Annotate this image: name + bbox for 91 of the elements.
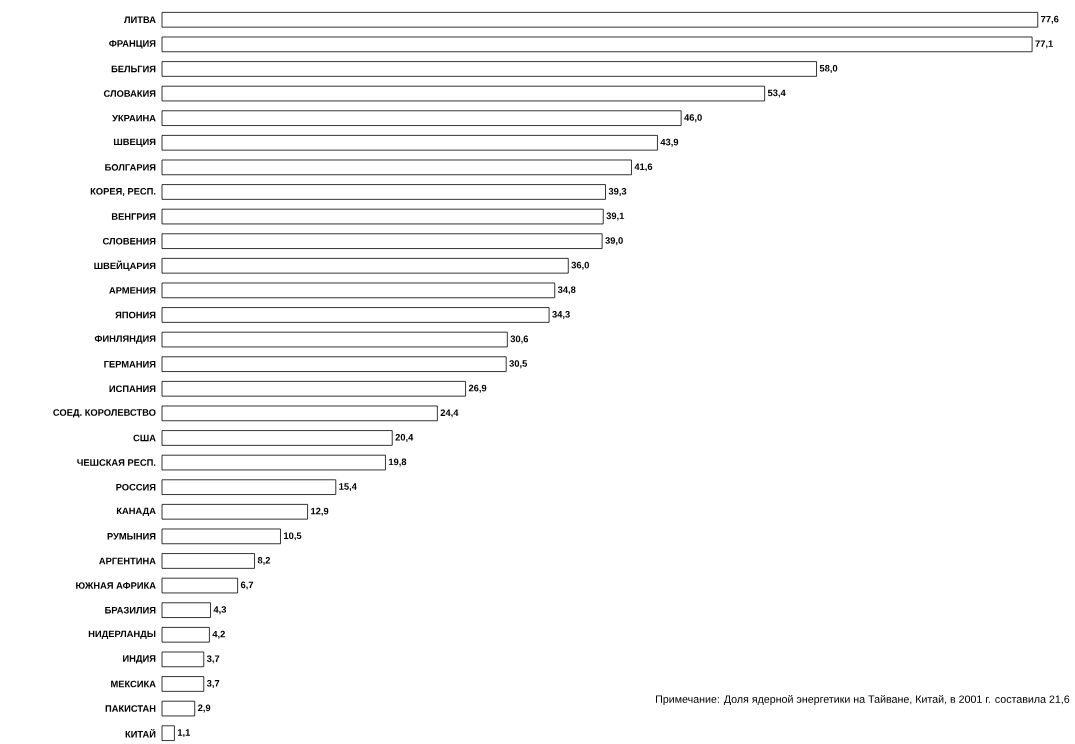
bar	[161, 430, 393, 446]
data-label: 46,0	[684, 114, 702, 123]
data-label: 8,2	[257, 557, 271, 565]
data-label: 34,8	[557, 286, 576, 295]
data-label: 26,9	[468, 384, 487, 393]
y-tick-label: КАНАДА	[116, 507, 156, 516]
bar	[161, 85, 766, 102]
bar	[161, 208, 604, 225]
bar	[161, 307, 550, 323]
y-tick-label: ИСПАНИЯ	[109, 385, 156, 393]
bar	[161, 134, 658, 151]
bar	[161, 651, 205, 668]
data-label: 12,9	[311, 507, 329, 516]
y-tick-label: БОЛГАРИЯ	[105, 164, 156, 171]
y-tick-label: НИДЕРЛАНДЫ	[88, 630, 156, 639]
data-label: 36,0	[571, 261, 589, 270]
y-tick-label: ЮЖНАЯ АФРИКА	[76, 582, 156, 589]
y-tick-label: ЛИТВА	[124, 16, 156, 24]
data-label: 3,7	[206, 655, 220, 664]
y-tick-label: МЕКСИКА	[111, 680, 156, 688]
data-label: 1,1	[177, 729, 191, 738]
data-label: 77,1	[1035, 40, 1053, 49]
bar	[161, 553, 255, 569]
y-tick-label: РОССИЯ	[116, 483, 156, 491]
y-tick-label: РУМЫНИЯ	[107, 533, 156, 540]
data-label: 24,4	[440, 409, 459, 418]
y-tick-label: ЯПОНИЯ	[115, 311, 156, 319]
bar	[161, 626, 210, 643]
bar	[161, 184, 606, 200]
data-label: 30,6	[510, 335, 529, 344]
bar	[161, 405, 438, 422]
y-tick-label: ГЕРМАНИЯ	[104, 360, 156, 368]
bar	[161, 36, 1033, 53]
data-label: 58,0	[819, 65, 838, 73]
y-tick-label: СЛОВЕНИЯ	[102, 237, 156, 245]
y-tick-label: ЧЕШСКАЯ РЕСП.	[77, 459, 156, 466]
data-label: 39,3	[608, 188, 627, 196]
y-tick-label: США	[133, 434, 156, 442]
bar	[161, 159, 632, 176]
bar	[161, 528, 281, 545]
bar	[161, 233, 603, 249]
bar	[161, 282, 556, 299]
bar	[161, 479, 337, 495]
bar	[161, 454, 386, 471]
data-label: 41,6	[634, 163, 653, 172]
y-tick-label: СЛОВАКИЯ	[103, 90, 156, 97]
data-label: 77,6	[1041, 15, 1059, 24]
bar	[161, 676, 205, 692]
bar	[161, 110, 682, 126]
y-tick-label: АРГЕНТИНА	[99, 557, 156, 565]
bar	[161, 380, 466, 397]
data-label: 53,4	[767, 89, 786, 98]
bar	[161, 577, 239, 594]
y-tick-label: ПАКИСТАН	[105, 705, 156, 712]
y-tick-label: ШВЕЙЦАРИЯ	[94, 260, 156, 271]
y-tick-label: КИТАЙ	[125, 728, 156, 738]
data-label: 6,7	[240, 581, 254, 590]
bar	[161, 61, 817, 77]
bar	[161, 700, 196, 717]
data-label: 39,0	[605, 237, 623, 246]
data-label: 20,4	[395, 434, 414, 442]
bar	[161, 11, 1039, 28]
data-label: 4,2	[212, 630, 225, 639]
data-label: 43,9	[660, 138, 679, 147]
data-label: 15,4	[339, 483, 357, 492]
data-label: 3,7	[206, 680, 220, 688]
y-tick-label: КОРЕЯ, РЕСП.	[90, 188, 156, 196]
y-tick-label: УКРАИНА	[112, 114, 156, 122]
y-tick-label: ФРАНЦИЯ	[109, 40, 156, 49]
y-tick-label: ВЕНГРИЯ	[111, 213, 156, 220]
annotation: Примечание: Доля ядерной энергетики на Тайване, Китай, в 2001 г. составила 21,6	[656, 694, 1070, 706]
bar	[161, 331, 508, 348]
bar	[161, 725, 175, 741]
data-label: 2,9	[197, 704, 211, 713]
data-label: 10,5	[284, 532, 302, 541]
bar	[161, 356, 507, 372]
bar	[161, 503, 308, 520]
y-tick-label: БРАЗИЛИЯ	[105, 606, 156, 614]
data-label: 19,8	[388, 458, 407, 467]
y-tick-label: БЕЛЬГИЯ	[111, 65, 156, 73]
y-tick-label: ИНДИЯ	[123, 655, 156, 664]
y-tick-label: АРМЕНИЯ	[109, 287, 156, 294]
bar	[161, 257, 569, 274]
y-tick-label: ШВЕЦИЯ	[114, 138, 156, 147]
data-label: 39,1	[606, 212, 625, 221]
data-label: 34,3	[552, 311, 570, 319]
y-tick-label: СОЕД. КОРОЛЕВСТВО	[53, 409, 156, 418]
data-label: 30,5	[509, 360, 528, 369]
bar	[161, 602, 211, 618]
data-label: 4,3	[213, 606, 227, 615]
y-tick-label: ФИНЛЯНДИЯ	[94, 335, 156, 344]
